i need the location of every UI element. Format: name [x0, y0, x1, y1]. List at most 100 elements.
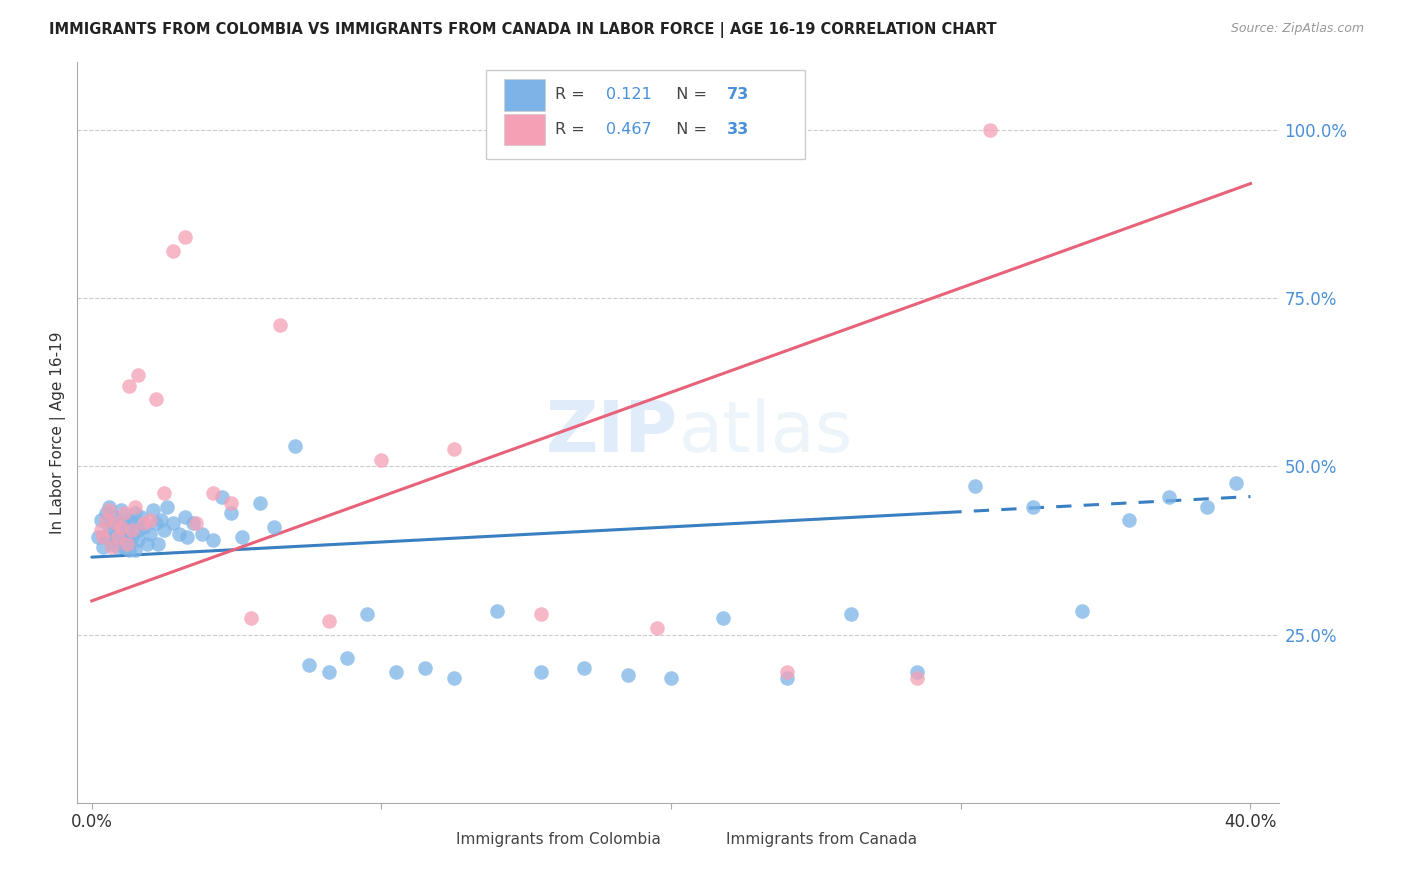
- Point: [110, 530, 132, 544]
- Point: [127, 523, 149, 537]
- Point: [263, 520, 285, 534]
- Point: [711, 610, 734, 624]
- Point: [176, 530, 198, 544]
- Point: [86, 530, 108, 544]
- Point: [132, 516, 155, 531]
- Point: [443, 442, 465, 457]
- Text: N =: N =: [666, 87, 713, 102]
- Point: [443, 671, 465, 685]
- Text: 33: 33: [727, 121, 749, 136]
- Point: [127, 368, 149, 383]
- Point: [93, 540, 115, 554]
- Point: [191, 526, 214, 541]
- FancyBboxPatch shape: [505, 79, 546, 111]
- Point: [173, 230, 195, 244]
- Text: Source: ZipAtlas.com: Source: ZipAtlas.com: [1230, 22, 1364, 36]
- Text: N =: N =: [666, 121, 713, 136]
- Point: [139, 526, 162, 541]
- Point: [121, 516, 143, 531]
- Point: [1159, 490, 1181, 504]
- Point: [385, 665, 408, 679]
- Point: [107, 530, 129, 544]
- Point: [249, 496, 271, 510]
- Point: [121, 523, 143, 537]
- Point: [336, 651, 359, 665]
- Point: [162, 244, 184, 258]
- Point: [118, 513, 141, 527]
- Point: [124, 500, 146, 514]
- Text: 0.467: 0.467: [606, 121, 652, 136]
- Point: [110, 503, 132, 517]
- Point: [905, 665, 928, 679]
- Point: [148, 536, 170, 550]
- Point: [574, 661, 596, 675]
- Point: [659, 671, 682, 685]
- Point: [153, 486, 176, 500]
- Point: [96, 507, 118, 521]
- Point: [129, 509, 152, 524]
- Point: [115, 536, 138, 550]
- Point: [132, 520, 155, 534]
- Point: [530, 665, 553, 679]
- Point: [93, 530, 115, 544]
- Text: IMMIGRANTS FROM COLOMBIA VS IMMIGRANTS FROM CANADA IN LABOR FORCE | AGE 16-19 CO: IMMIGRANTS FROM COLOMBIA VS IMMIGRANTS F…: [49, 22, 997, 38]
- Point: [96, 530, 118, 544]
- Point: [318, 665, 340, 679]
- Point: [112, 516, 135, 531]
- Point: [104, 516, 127, 531]
- Point: [135, 536, 157, 550]
- Text: Immigrants from Colombia: Immigrants from Colombia: [456, 832, 661, 847]
- Point: [231, 530, 253, 544]
- Point: [1195, 500, 1218, 514]
- Point: [139, 513, 162, 527]
- Point: [356, 607, 378, 622]
- Point: [318, 614, 340, 628]
- Point: [104, 530, 127, 544]
- Point: [905, 671, 928, 685]
- Point: [1071, 604, 1094, 618]
- Point: [89, 513, 111, 527]
- Point: [184, 516, 207, 531]
- Text: R =: R =: [554, 87, 589, 102]
- Point: [776, 665, 799, 679]
- Point: [219, 507, 242, 521]
- Point: [486, 604, 509, 618]
- Point: [162, 516, 184, 531]
- Point: [145, 516, 167, 531]
- Point: [112, 540, 135, 554]
- Point: [370, 452, 392, 467]
- Point: [1022, 500, 1045, 514]
- Point: [156, 500, 179, 514]
- Point: [115, 523, 138, 537]
- Point: [150, 513, 173, 527]
- Point: [202, 486, 225, 500]
- Point: [127, 533, 149, 548]
- Point: [219, 496, 242, 510]
- Point: [413, 661, 436, 675]
- Point: [98, 503, 121, 517]
- Point: [98, 500, 121, 514]
- Point: [112, 507, 135, 521]
- Point: [965, 479, 987, 493]
- Point: [107, 540, 129, 554]
- Point: [101, 536, 124, 550]
- Point: [269, 318, 291, 332]
- Point: [181, 516, 204, 531]
- Point: [145, 392, 167, 406]
- Point: [110, 520, 132, 534]
- Point: [616, 668, 638, 682]
- Point: [124, 507, 146, 521]
- Point: [211, 490, 233, 504]
- Point: [104, 509, 127, 524]
- FancyBboxPatch shape: [688, 827, 720, 850]
- Text: atlas: atlas: [679, 398, 853, 467]
- Point: [284, 439, 307, 453]
- Point: [115, 533, 138, 548]
- Point: [118, 543, 141, 558]
- Y-axis label: In Labor Force | Age 16-19: In Labor Force | Age 16-19: [51, 331, 66, 534]
- FancyBboxPatch shape: [418, 827, 449, 850]
- Text: R =: R =: [554, 121, 589, 136]
- Point: [979, 122, 1001, 136]
- Point: [101, 516, 124, 531]
- Point: [298, 657, 321, 672]
